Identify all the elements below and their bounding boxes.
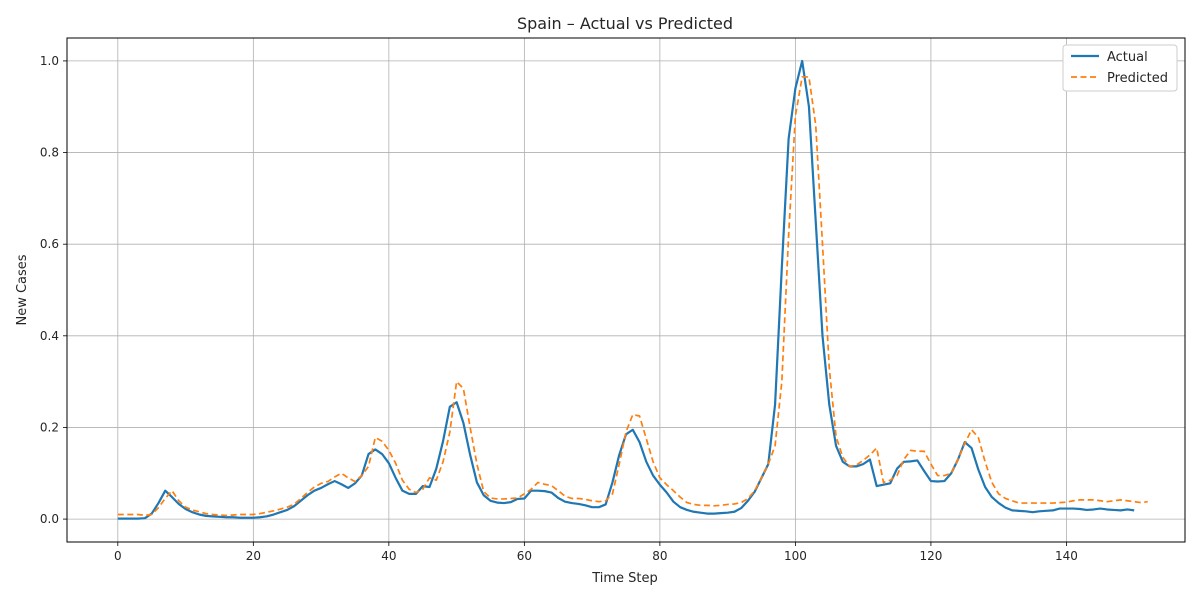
y-tick-label: 1.0 xyxy=(40,54,59,68)
x-tick-label: 120 xyxy=(919,549,942,563)
x-tick-label: 100 xyxy=(784,549,807,563)
series-lines xyxy=(117,59,1148,520)
x-tick-label: 20 xyxy=(246,549,261,563)
y-axis-title: New Cases xyxy=(15,254,30,325)
x-axis-title: Time Step xyxy=(591,571,658,586)
x-tick-label: 60 xyxy=(517,549,532,563)
y-tick-label: 0.4 xyxy=(40,329,59,343)
y-tick-label: 0.8 xyxy=(40,146,59,160)
plot-frame xyxy=(66,37,1186,543)
legend-label-actual: Actual xyxy=(1107,50,1148,65)
x-tick-label: 80 xyxy=(652,549,667,563)
grid xyxy=(67,38,1185,542)
legend-label-predicted: Predicted xyxy=(1107,71,1168,86)
y-tick-label: 0.6 xyxy=(40,237,59,251)
x-tick-label: 140 xyxy=(1055,549,1078,563)
x-tick-label: 40 xyxy=(381,549,396,563)
y-tick-label: 0.2 xyxy=(40,420,59,434)
y-tick-label: 0.0 xyxy=(40,512,59,526)
chart-title: Spain – Actual vs Predicted xyxy=(517,14,733,33)
series-line-predicted xyxy=(117,76,1148,517)
axis-ticks: 0 20 40 60 80 100 120 140 0.0 0.2 0.4 0.6 0.8 1.0 xyxy=(40,54,1078,563)
x-tick-label: 0 xyxy=(114,549,122,563)
legend: Actual Predicted xyxy=(1062,44,1178,92)
